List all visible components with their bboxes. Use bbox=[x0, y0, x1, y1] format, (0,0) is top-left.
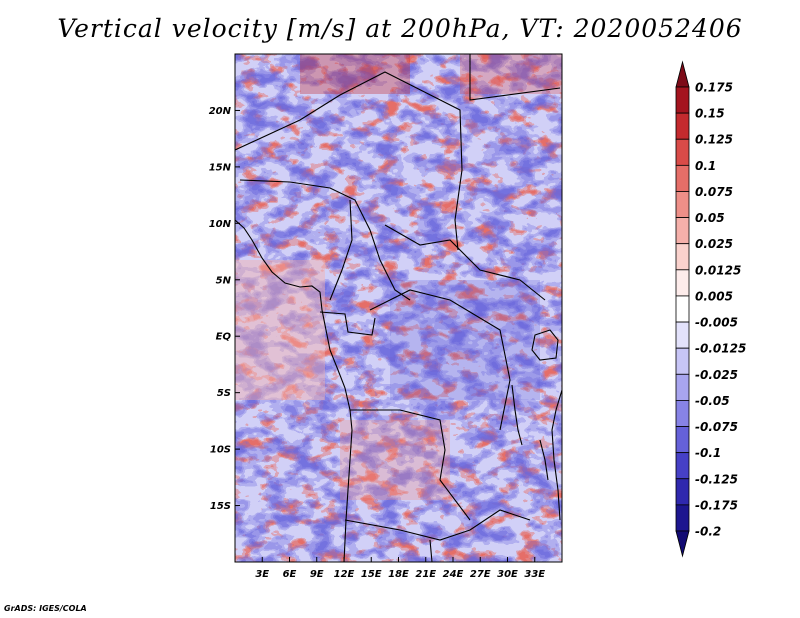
lat-label: 15S bbox=[210, 501, 231, 512]
border-central-2 bbox=[384, 224, 546, 301]
colorbar-label: 0.075 bbox=[695, 185, 733, 199]
colorbar-label: 0.15 bbox=[695, 107, 725, 121]
lon-label: 24E bbox=[443, 569, 464, 580]
map-title: Vertical velocity [m/s] at 200hPa, VT: 2… bbox=[57, 14, 743, 43]
border-gabon bbox=[319, 311, 376, 336]
colorbar-swatch bbox=[675, 295, 690, 323]
lat-label: 10N bbox=[209, 219, 232, 230]
colorbar-label: 0.05 bbox=[695, 211, 725, 225]
colorbar-label: -0.125 bbox=[695, 472, 738, 486]
ascent-northeast bbox=[460, 54, 562, 94]
colorbar-label: 0.1 bbox=[695, 159, 716, 173]
colorbar-swatch bbox=[675, 478, 690, 506]
colorbar: 0.175 0.15 0.125 0.1 0.075 0.05 0.025 0.0125 0.0… bbox=[675, 60, 746, 558]
grads-credit: GrADS: IGES/COLA bbox=[4, 604, 87, 613]
lat-label: 15N bbox=[209, 162, 232, 173]
colorbar-swatch bbox=[675, 347, 690, 375]
lat-label: 5N bbox=[216, 275, 232, 286]
colorbar-label: -0.175 bbox=[695, 498, 738, 512]
colorbar-swatch bbox=[675, 191, 690, 218]
lat-label: 5S bbox=[217, 388, 231, 399]
latitude-axis: 20N 15N 10N 5N EQ 5S 10S 15S bbox=[209, 106, 240, 512]
colorbar-swatch bbox=[675, 504, 690, 532]
lon-label: 9E bbox=[310, 569, 324, 580]
colorbar-label: -0.1 bbox=[695, 446, 721, 460]
ascent-southern-africa bbox=[340, 420, 450, 500]
border-south-3 bbox=[429, 539, 433, 562]
longitude-axis: 3E 6E 9E 12E 15E 18E 21E 24E 27E 30E 33E bbox=[255, 557, 545, 580]
colorbar-swatch bbox=[675, 164, 690, 192]
colorbar-bottom-arrow bbox=[675, 530, 690, 558]
lon-label: 30E bbox=[497, 569, 518, 580]
lon-label: 3E bbox=[255, 569, 269, 580]
lat-label: 20N bbox=[209, 106, 232, 117]
border-sahel bbox=[239, 179, 411, 301]
colorbar-label: -0.05 bbox=[695, 394, 730, 408]
vertical-velocity-field bbox=[235, 54, 562, 562]
lon-label: 18E bbox=[388, 569, 409, 580]
lake-victoria bbox=[531, 329, 559, 361]
colorbar-swatch bbox=[675, 452, 690, 480]
colorbar-swatch bbox=[675, 217, 690, 245]
lon-label: 15E bbox=[361, 569, 382, 580]
colorbar-swatch bbox=[675, 373, 690, 401]
colorbar-swatch bbox=[675, 426, 690, 454]
lat-label: 10S bbox=[210, 445, 231, 456]
lake-tanganyika bbox=[511, 384, 523, 446]
east-africa-coastline bbox=[551, 389, 562, 521]
lon-label: 27E bbox=[470, 569, 491, 580]
colorbar-label: 0.125 bbox=[695, 133, 733, 147]
colorbar-swatch bbox=[675, 243, 690, 271]
border-south-2 bbox=[344, 509, 531, 541]
lon-label: 33E bbox=[524, 569, 545, 580]
ascent-gulf-of-guinea bbox=[235, 260, 325, 400]
colorbar-swatch bbox=[675, 321, 690, 349]
west-africa-coastline bbox=[235, 219, 353, 562]
colorbar-label: 0.025 bbox=[695, 237, 733, 251]
colorbar-label: -0.2 bbox=[695, 525, 721, 539]
strong-ascent-north bbox=[300, 54, 410, 94]
colorbar-label: -0.0125 bbox=[695, 342, 746, 356]
lon-label: 21E bbox=[415, 569, 436, 580]
colorbar-swatch bbox=[675, 138, 690, 166]
border-drc bbox=[369, 289, 511, 431]
lon-label: 6E bbox=[283, 569, 297, 580]
colorbar-label: 0.0125 bbox=[695, 263, 741, 277]
colorbar-swatch bbox=[675, 400, 690, 427]
colorbar-top-arrow bbox=[675, 60, 690, 88]
colorbar-swatch bbox=[675, 86, 690, 114]
colorbar-label: 0.005 bbox=[695, 289, 733, 303]
colorbar-label: 0.175 bbox=[695, 81, 733, 95]
border-north-1 bbox=[235, 71, 463, 251]
colorbar-swatch bbox=[675, 269, 690, 297]
lon-label: 12E bbox=[334, 569, 355, 580]
border-central-1 bbox=[329, 199, 353, 301]
colorbar-label: -0.005 bbox=[695, 316, 738, 330]
coastlines-and-borders bbox=[235, 54, 562, 562]
colorbar-label: -0.025 bbox=[695, 368, 738, 382]
colorbar-swatch bbox=[675, 112, 690, 140]
subsidence-congo-basin bbox=[390, 280, 540, 400]
lake-malawi bbox=[539, 439, 549, 481]
border-north-2 bbox=[469, 54, 561, 101]
lat-label: EQ bbox=[216, 332, 232, 343]
colorbar-label: -0.075 bbox=[695, 420, 738, 434]
border-south-1 bbox=[350, 409, 471, 521]
